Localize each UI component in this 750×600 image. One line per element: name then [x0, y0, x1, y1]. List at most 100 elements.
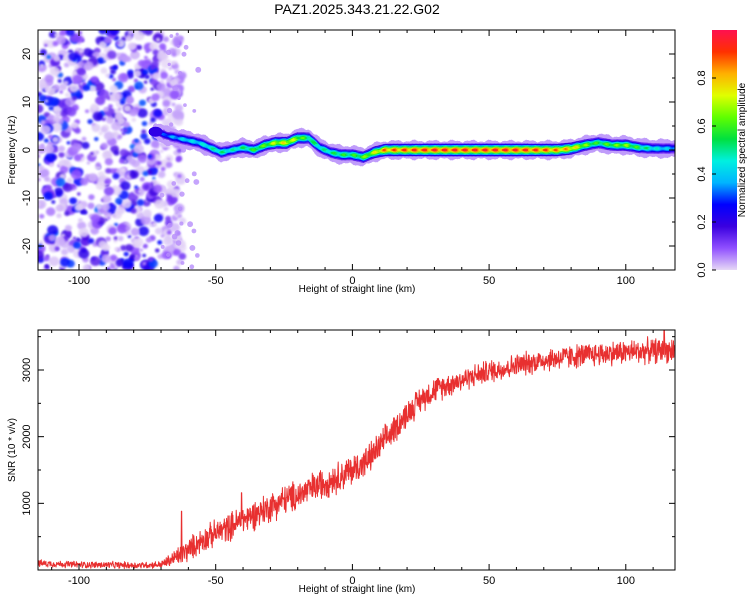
noise-blob	[109, 263, 116, 270]
colorbar-tick-label: 0.6	[696, 118, 708, 133]
x-tick-label: -50	[208, 575, 224, 587]
noise-blob	[55, 204, 64, 212]
noise-blob	[83, 210, 88, 215]
noise-blob	[109, 30, 120, 36]
noise-blob	[175, 174, 187, 185]
noise-blob	[140, 215, 152, 226]
noise-blob	[99, 175, 106, 181]
noise-blob	[101, 254, 111, 264]
noise-blob	[134, 185, 139, 189]
noise-blob	[176, 44, 180, 48]
noise-blob	[58, 145, 65, 152]
noise-blob	[43, 191, 53, 201]
noise-blob	[66, 245, 76, 253]
noise-blob	[38, 177, 41, 182]
noise-blob	[183, 103, 187, 107]
noise-blob	[48, 106, 54, 111]
noise-blob	[126, 72, 134, 79]
noise-blob	[129, 170, 139, 179]
noise-blob	[84, 109, 90, 114]
noise-blob	[180, 260, 185, 265]
noise-blob	[38, 165, 45, 171]
noise-blob	[155, 37, 161, 42]
noise-blob	[115, 52, 121, 58]
noise-blob	[95, 203, 103, 210]
noise-blob	[162, 36, 170, 43]
noise-blob	[63, 80, 69, 86]
noise-blob	[78, 248, 90, 259]
noise-blob	[134, 81, 144, 90]
noise-blob	[152, 176, 156, 180]
noise-blob	[76, 67, 86, 76]
noise-blob	[157, 240, 163, 245]
noise-blob	[169, 90, 180, 100]
noise-blob	[179, 221, 184, 226]
noise-blob	[98, 30, 107, 35]
noise-blob	[60, 110, 68, 118]
x-tick-label: 50	[483, 275, 495, 287]
noise-blob	[183, 44, 189, 50]
noise-blob	[152, 222, 158, 227]
noise-blob	[103, 106, 109, 112]
noise-blob	[177, 214, 183, 219]
x-tick-label: 100	[617, 575, 635, 587]
noise-blob	[49, 163, 54, 167]
noise-blob	[38, 202, 41, 207]
noise-blob	[104, 179, 110, 185]
noise-blob	[116, 41, 120, 45]
noise-blob	[69, 83, 79, 93]
noise-blob	[114, 112, 123, 120]
noise-blob	[141, 129, 147, 134]
noise-blob	[112, 213, 117, 218]
noise-blob	[174, 117, 184, 126]
noise-blob	[136, 44, 143, 50]
noise-blob	[82, 264, 91, 270]
noise-blob	[95, 162, 101, 168]
noise-blob	[88, 194, 95, 201]
noise-blob	[133, 70, 142, 78]
noise-blob	[66, 107, 77, 117]
noise-blob	[162, 99, 171, 108]
noise-blob	[163, 206, 169, 212]
noise-blob	[140, 132, 148, 140]
noise-blob	[47, 134, 54, 140]
noise-blob	[65, 30, 75, 37]
noise-blob	[43, 176, 51, 182]
noise-blob	[74, 203, 83, 212]
noise-blob	[87, 238, 95, 244]
noise-blob	[111, 65, 118, 71]
noise-blob	[70, 169, 82, 180]
noise-blob	[47, 225, 59, 236]
colorbar: 0.0 0.2 0.4 0.6 0.8 Normalized spectral ampl…	[696, 30, 748, 278]
noise-blob	[79, 177, 89, 186]
snr-y-label: SNR (10 * v/v)	[7, 418, 18, 482]
noise-blob	[117, 73, 129, 83]
noise-blob	[39, 63, 45, 68]
noise-blob	[77, 30, 83, 36]
noise-blob	[92, 51, 100, 59]
x-tick-label: 50	[483, 575, 495, 587]
noise-blob	[169, 34, 174, 38]
noise-blob	[177, 206, 183, 212]
noise-blob	[38, 154, 41, 158]
noise-blob	[165, 161, 173, 168]
noise-blob	[56, 35, 67, 45]
noise-blob	[128, 108, 139, 117]
noise-blob	[195, 66, 202, 73]
noise-blob	[123, 251, 129, 257]
y-tick-label: 2000	[21, 424, 33, 448]
noise-blob	[60, 248, 69, 256]
noise-blob	[100, 126, 108, 133]
noise-blob	[184, 178, 190, 184]
noise-blob	[175, 32, 179, 36]
colorbar-axis: 0.0 0.2 0.4 0.6 0.8	[696, 70, 716, 278]
snr-x-label: Height of straight line (km)	[299, 584, 416, 595]
noise-blob	[103, 186, 115, 196]
noise-blob	[59, 165, 69, 174]
noise-blob	[142, 243, 148, 249]
noise-blob	[158, 43, 167, 50]
noise-blob	[148, 154, 153, 159]
noise-blob	[138, 226, 150, 237]
noise-blob	[160, 244, 165, 249]
noise-blob	[134, 256, 140, 262]
